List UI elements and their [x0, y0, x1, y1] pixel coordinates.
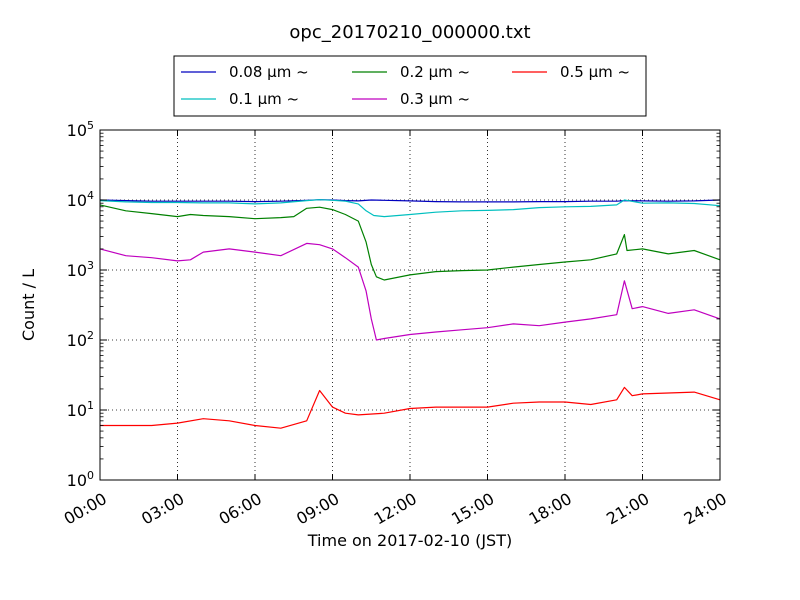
series-line-0	[99, 199, 721, 203]
series-line-4	[100, 386, 721, 429]
legend-label-4: 0.5 μm ~	[560, 63, 630, 81]
legend-label-3: 0.3 μm ~	[400, 90, 470, 108]
legend: 0.08 μm ~ 0.1 μm ~ 0.2 μm ~ 0.3 μm ~ 0.5 μm …	[173, 55, 647, 117]
legend-label-2: 0.2 μm ~	[400, 63, 470, 81]
legend-box	[173, 55, 647, 117]
y-axis-label: Count / L	[19, 269, 38, 341]
y-tick-label: 100	[67, 469, 94, 490]
y-tick-label: 105	[67, 119, 94, 140]
y-tick-label: 101	[67, 399, 94, 420]
y-tick-label: 103	[67, 259, 94, 280]
legend-label-0: 0.08 μm ~	[229, 63, 309, 81]
plot-area	[99, 199, 721, 429]
series-line-3	[99, 242, 721, 341]
y-tick-label: 102	[67, 329, 94, 350]
series-line-2	[99, 204, 721, 281]
y-tick-label: 104	[67, 189, 94, 210]
series-line-1	[99, 199, 721, 218]
grid	[100, 130, 720, 480]
legend-label-1: 0.1 μm ~	[229, 90, 299, 108]
x-axis-label: Time on 2017-02-10 (JST)	[307, 531, 512, 550]
chart-title: opc_20170210_000000.txt	[289, 22, 530, 43]
